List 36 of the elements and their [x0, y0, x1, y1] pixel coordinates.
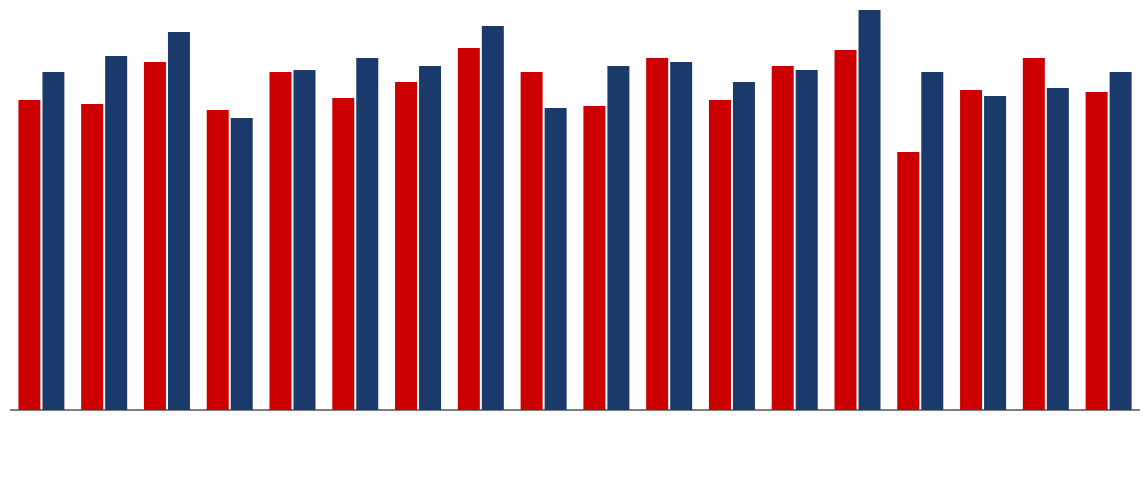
- bar: [1085, 92, 1108, 410]
- bar: [457, 48, 480, 410]
- bar: [795, 70, 818, 410]
- bar: [269, 72, 292, 410]
- bar: [293, 70, 316, 410]
- bar: [897, 152, 920, 410]
- bar: [520, 72, 543, 410]
- bar: [960, 90, 983, 410]
- bar: [481, 26, 504, 410]
- bar: [583, 106, 606, 410]
- bar: [646, 57, 669, 410]
- bar: [81, 103, 104, 410]
- bar: [105, 55, 128, 410]
- bar: [206, 110, 229, 410]
- bar: [42, 72, 65, 410]
- bar: [230, 118, 253, 410]
- bar: [356, 57, 379, 410]
- bar: [708, 99, 731, 410]
- bar: [921, 72, 944, 410]
- bar: [607, 66, 630, 410]
- bar: [1046, 88, 1069, 410]
- bar: [395, 81, 418, 410]
- bar: [419, 66, 442, 410]
- bar: [670, 61, 693, 410]
- bar: [1022, 57, 1045, 410]
- bar: [858, 9, 881, 410]
- bar: [732, 81, 755, 410]
- bar: [771, 66, 794, 410]
- bar: [143, 61, 166, 410]
- bar: [332, 97, 355, 410]
- bar: [167, 31, 190, 410]
- bar: [1109, 72, 1132, 410]
- bar: [834, 50, 857, 410]
- bar: [544, 108, 567, 410]
- bar: [18, 99, 41, 410]
- bar: [984, 96, 1007, 410]
